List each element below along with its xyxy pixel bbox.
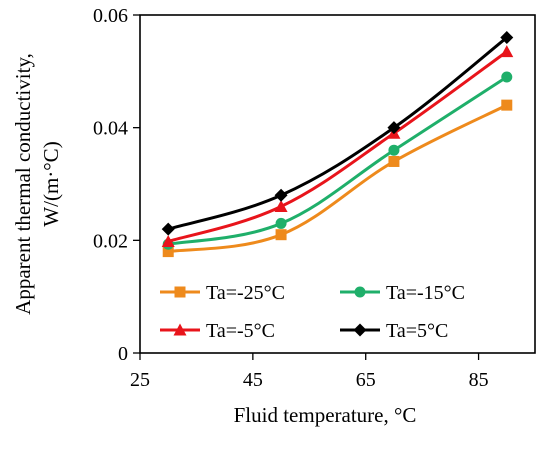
data-point-triangle [500, 45, 514, 58]
legend-item: Ta=5°C [340, 320, 448, 342]
data-point-diamond [161, 222, 175, 236]
series-layer [161, 31, 514, 258]
y-tick-label: 0.02 [93, 230, 128, 252]
y-axis-title: Apparent thermal conductivity, W/(m·°C) [11, 53, 63, 315]
series-line [167, 50, 508, 243]
data-point-diamond [500, 31, 514, 45]
data-point-circle [501, 71, 513, 83]
y-tick-label: 0.06 [93, 5, 128, 27]
data-point-square [388, 155, 400, 167]
x-tick-label: 85 [469, 369, 489, 391]
data-point-circle [275, 217, 287, 229]
series-1 [162, 99, 513, 258]
legend-marker-circle [354, 286, 366, 298]
legend-label: Ta=5°C [386, 320, 448, 342]
y-tick-label: 0.04 [93, 118, 128, 140]
data-point-circle [388, 144, 400, 156]
legend-label: Ta=-25°C [206, 282, 285, 304]
axis-ticks: 0 0.02 0.04 0.06 25 45 65 85 [93, 5, 489, 391]
x-axis-title: Fluid temperature, °C [234, 403, 417, 427]
legend: Ta=-25°C Ta=-15°C Ta=-5°C Ta=5°C [160, 282, 465, 342]
legend-item: Ta=-15°C [340, 282, 465, 304]
data-point-triangle [161, 234, 175, 247]
data-point-diamond [387, 121, 401, 135]
data-point-diamond [274, 188, 288, 202]
legend-label: Ta=-15°C [386, 282, 465, 304]
x-tick-label: 45 [243, 369, 263, 391]
x-tick-label: 65 [356, 369, 376, 391]
legend-marker-square [174, 286, 186, 298]
series-4 [161, 31, 514, 236]
legend-item: Ta=-5°C [160, 320, 275, 342]
series-line [167, 103, 508, 254]
legend-marker-diamond [353, 323, 367, 337]
y-axis-title-line1: Apparent thermal conductivity, [11, 53, 35, 315]
x-tick-label: 25 [130, 369, 150, 391]
legend-item: Ta=-25°C [160, 282, 285, 304]
legend-marker-triangle [173, 323, 187, 336]
data-point-triangle [274, 200, 288, 213]
data-point-square [162, 246, 174, 258]
y-axis-title-line2: W/(m·°C) [39, 141, 63, 226]
y-tick-label: 0 [118, 343, 128, 365]
plot-frame [139, 14, 536, 354]
data-point-square [275, 229, 287, 241]
series-2 [162, 71, 513, 250]
legend-label: Ta=-5°C [206, 320, 275, 342]
series-line [167, 36, 508, 231]
series-line [167, 75, 508, 246]
data-point-square [501, 99, 513, 111]
